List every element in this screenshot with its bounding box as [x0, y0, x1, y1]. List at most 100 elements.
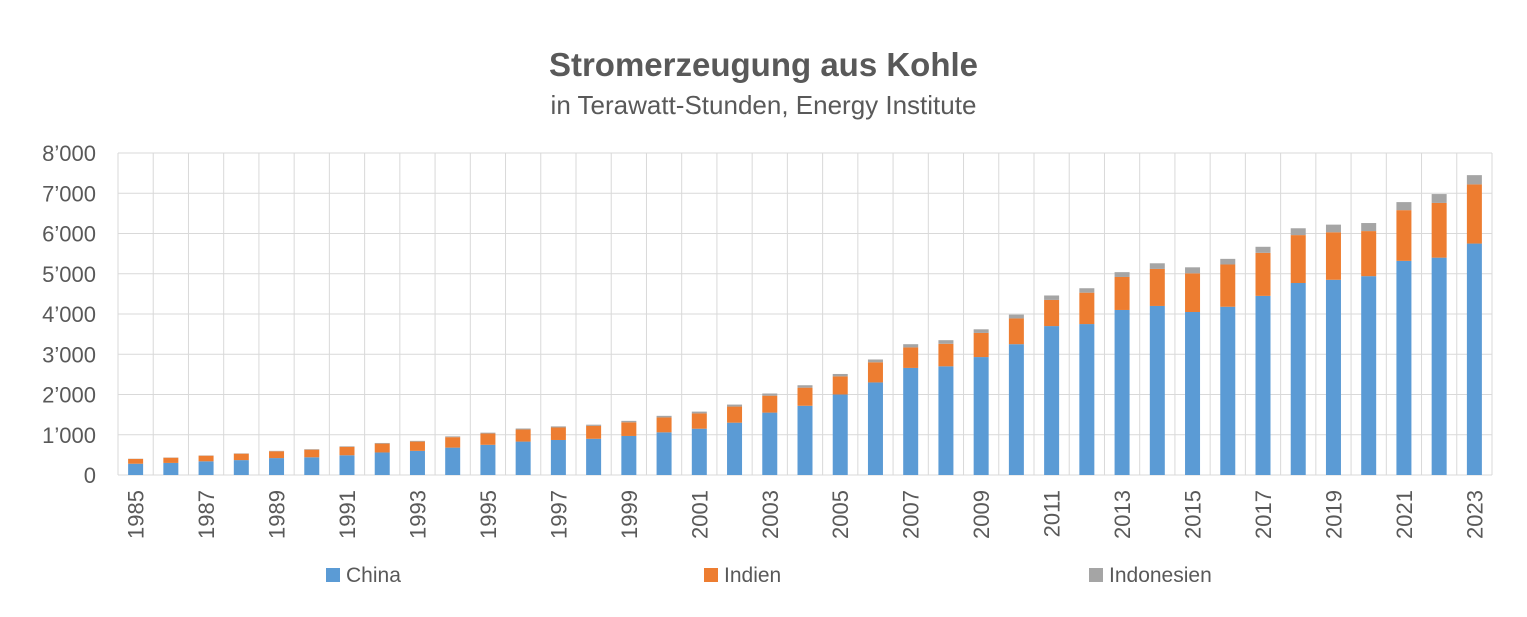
- bar-indien: [233, 453, 249, 461]
- bar-indonesien: [480, 432, 496, 434]
- bar-china: [656, 432, 672, 475]
- x-tick-label: 2017: [1251, 490, 1276, 539]
- bar-china: [1008, 344, 1024, 475]
- bar-china: [374, 452, 390, 475]
- y-tick-label: 2’000: [42, 383, 96, 408]
- bar-indonesien: [1220, 258, 1236, 265]
- x-tick-label: 2021: [1392, 490, 1417, 539]
- bar-indonesien: [445, 436, 461, 438]
- bar-indien: [797, 387, 813, 406]
- bar-indien: [867, 362, 883, 383]
- bar-indien: [1361, 231, 1377, 277]
- bar-china: [762, 412, 778, 475]
- y-tick-label: 6’000: [42, 222, 96, 247]
- bar-indonesien: [938, 340, 954, 344]
- x-tick-label: 2015: [1181, 490, 1206, 539]
- bar-china: [867, 382, 883, 475]
- bar-china: [1396, 260, 1412, 475]
- legend-label: Indonesien: [1109, 564, 1212, 587]
- bar-china: [691, 428, 707, 475]
- bar-indien: [903, 347, 919, 368]
- bar-indonesien: [1466, 175, 1482, 185]
- bar-indonesien: [1361, 223, 1377, 232]
- bar-china: [727, 422, 743, 475]
- bar-indien: [1044, 299, 1060, 327]
- bar-indonesien: [973, 329, 989, 333]
- x-tick-label: 2011: [1040, 490, 1065, 537]
- legend-label: Indien: [724, 564, 781, 587]
- bar-indonesien: [1114, 272, 1130, 277]
- bar-indonesien: [1044, 295, 1060, 300]
- bar-indien: [586, 425, 602, 439]
- bar-indien: [1079, 292, 1095, 325]
- y-tick-label: 0: [84, 463, 96, 488]
- bar-china: [1290, 283, 1306, 475]
- bar-china: [339, 455, 355, 475]
- chart-subtitle: in Terawatt-Stunden, Energy Institute: [550, 90, 977, 120]
- bar-indien: [128, 458, 144, 464]
- x-tick-label: 1989: [265, 490, 290, 539]
- bar-indien: [938, 343, 954, 367]
- bar-indonesien: [1185, 267, 1201, 274]
- bar-china: [304, 457, 320, 475]
- bar-china: [938, 366, 954, 475]
- bar-indien: [409, 441, 425, 451]
- bar-indonesien: [409, 440, 425, 442]
- x-tick-label: 2023: [1462, 490, 1487, 539]
- x-tick-label: 1991: [335, 490, 360, 539]
- bar-china: [832, 394, 848, 475]
- bar-indien: [269, 451, 285, 459]
- bar-indien: [304, 449, 320, 458]
- bar-china: [1220, 306, 1236, 475]
- bar-china: [409, 450, 425, 475]
- bar-indien: [1325, 232, 1341, 280]
- bar-china: [1431, 257, 1447, 475]
- bar-china: [198, 461, 214, 475]
- bar-indonesien: [762, 393, 778, 396]
- bar-china: [445, 447, 461, 475]
- bar-indien: [656, 417, 672, 433]
- bar-china: [128, 463, 144, 475]
- bar-indien: [550, 427, 566, 440]
- bar-indien: [832, 376, 848, 395]
- y-tick-label: 4’000: [42, 302, 96, 327]
- x-tick-label: 2009: [969, 490, 994, 539]
- bar-indien: [445, 437, 461, 448]
- legend-swatch-china: [326, 568, 340, 582]
- bar-indien: [621, 422, 637, 436]
- bar-indonesien: [1431, 194, 1447, 203]
- bar-indonesien: [1290, 228, 1306, 236]
- bar-china: [1114, 309, 1130, 475]
- bar-indonesien: [797, 385, 813, 388]
- x-tick-label: 2005: [828, 490, 853, 539]
- legend-label: China: [346, 564, 401, 587]
- bar-indonesien: [903, 344, 919, 348]
- bar-indien: [163, 457, 179, 463]
- legend-swatch-indonesien: [1089, 568, 1103, 582]
- bar-indien: [339, 446, 355, 456]
- bar-indien: [1396, 210, 1412, 261]
- bar-china: [1466, 243, 1482, 475]
- bar-indien: [1114, 276, 1130, 310]
- y-tick-label: 5’000: [42, 262, 96, 287]
- bar-china: [1079, 324, 1095, 475]
- bar-indonesien: [374, 442, 390, 444]
- bar-indien: [374, 443, 390, 453]
- bar-china: [797, 405, 813, 475]
- y-tick-label: 7’000: [42, 181, 96, 206]
- x-tick-label: 1995: [476, 490, 501, 539]
- x-tick-label: 2019: [1321, 490, 1346, 539]
- bar-indonesien: [1008, 314, 1024, 319]
- bar-indien: [515, 429, 531, 442]
- legend-swatch-indien: [704, 568, 718, 582]
- x-tick-label: 1993: [405, 490, 430, 539]
- x-tick-label: 1987: [194, 490, 219, 539]
- x-tick-label: 1999: [617, 490, 642, 539]
- bar-indonesien: [656, 415, 672, 418]
- bar-indien: [727, 406, 743, 423]
- bar-indonesien: [1079, 288, 1095, 293]
- bar-indien: [1431, 202, 1447, 258]
- bar-indien: [198, 455, 214, 462]
- bar-indonesien: [621, 420, 637, 423]
